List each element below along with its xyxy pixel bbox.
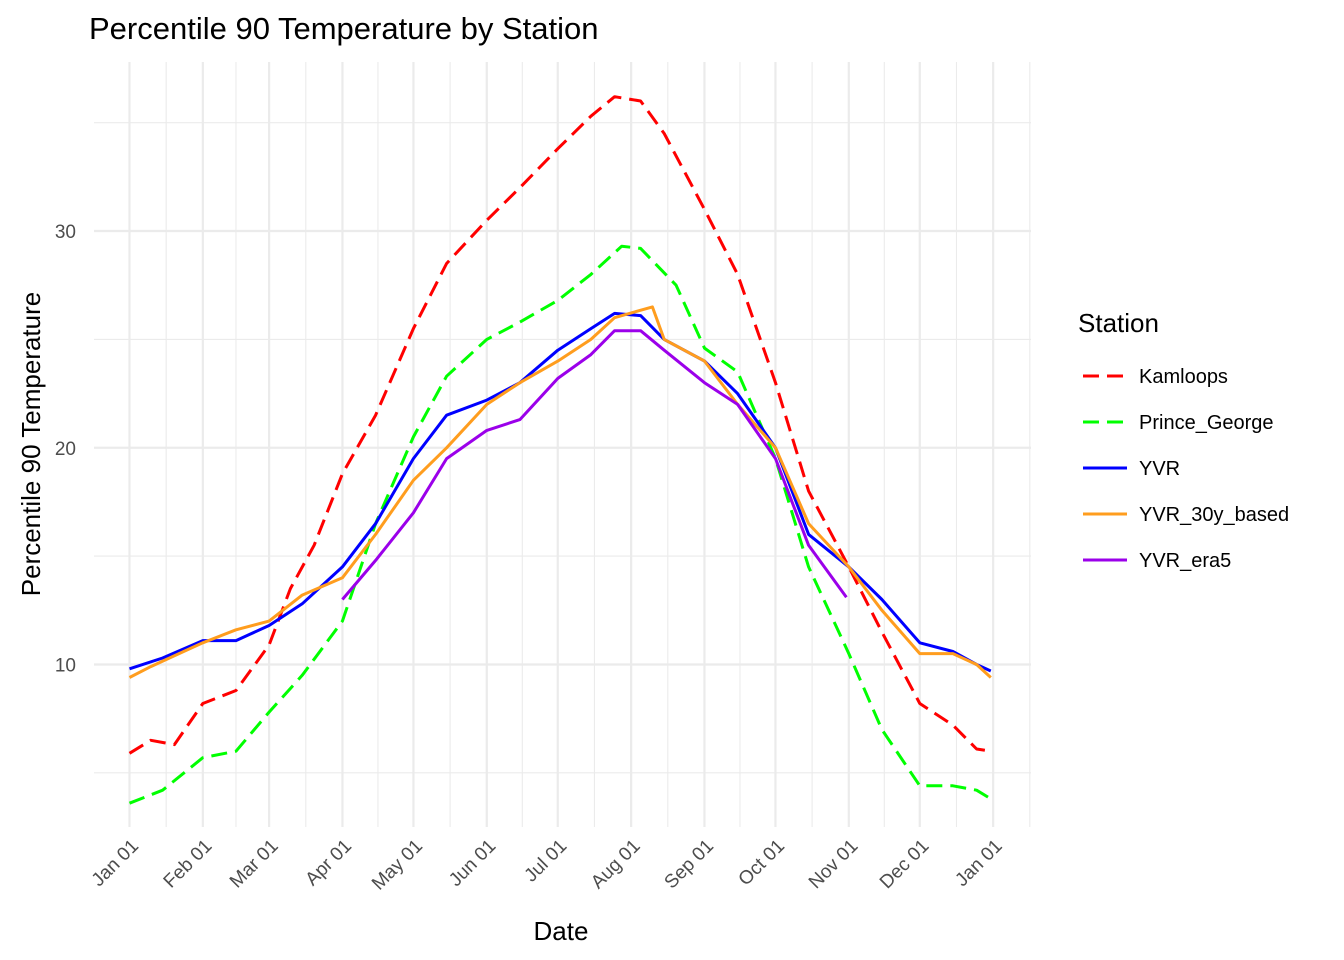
x-tick-label: Jan 01 [951, 836, 1006, 891]
legend-label: YVR_era5 [1139, 550, 1231, 572]
x-axis-ticks: Jan 01 Feb 01 Mar 01 Apr 01 May 01 Jun 01 Jul … [88, 836, 1007, 895]
legend-label: Prince_George [1139, 412, 1274, 434]
y-tick-label: 20 [55, 439, 76, 460]
legend-item-yvr-era5: YVR_era5 [1083, 550, 1231, 572]
legend-label: YVR [1139, 458, 1180, 480]
legend-item-prince-george: Prince_George [1083, 412, 1274, 434]
grid [94, 62, 1031, 827]
x-axis-title: Date [534, 916, 589, 946]
series-line-yvr [129, 311, 992, 673]
x-tick-label: Jan 01 [88, 836, 143, 891]
x-tick-label: Sep 01 [661, 836, 718, 893]
legend-title: Station [1078, 308, 1159, 338]
series-line-yvr-30y-based [128, 305, 992, 679]
x-tick-label: Nov 01 [805, 836, 862, 893]
x-tick-label: Dec 01 [876, 836, 933, 893]
x-tick-label: Feb 01 [160, 836, 217, 893]
x-tick-label: Oct 01 [735, 836, 789, 890]
legend-item-yvr-30y-based: YVR_30y_based [1083, 504, 1289, 526]
series-line-prince-george [128, 244, 992, 805]
y-axis-ticks: 10 20 30 [55, 222, 76, 676]
y-tick-label: 30 [55, 222, 76, 243]
series-line-yvr-era5 [341, 329, 848, 601]
legend-item-yvr: YVR [1083, 458, 1180, 480]
x-tick-label: Apr 01 [302, 836, 356, 890]
x-tick-label: Jul 01 [521, 836, 572, 887]
y-tick-label: 10 [55, 655, 76, 676]
series-lines [128, 95, 992, 805]
legend-item-kamloops: Kamloops [1083, 366, 1228, 388]
legend-label: Kamloops [1139, 366, 1228, 388]
legend-label: YVR_30y_based [1139, 504, 1289, 526]
x-tick-label: Aug 01 [587, 836, 644, 893]
x-tick-label: May 01 [368, 836, 427, 895]
series-line-kamloops [128, 95, 992, 755]
legend: Station Kamloops Prince_George YVR YVR_30y_… [1078, 308, 1289, 572]
chart-title: Percentile 90 Temperature by Station [89, 11, 599, 46]
x-tick-label: Jun 01 [445, 836, 500, 891]
y-axis-title: Percentile 90 Temperature [16, 292, 46, 596]
x-tick-label: Mar 01 [226, 836, 283, 893]
legend-items: Kamloops Prince_George YVR YVR_30y_based YVR… [1083, 366, 1289, 572]
